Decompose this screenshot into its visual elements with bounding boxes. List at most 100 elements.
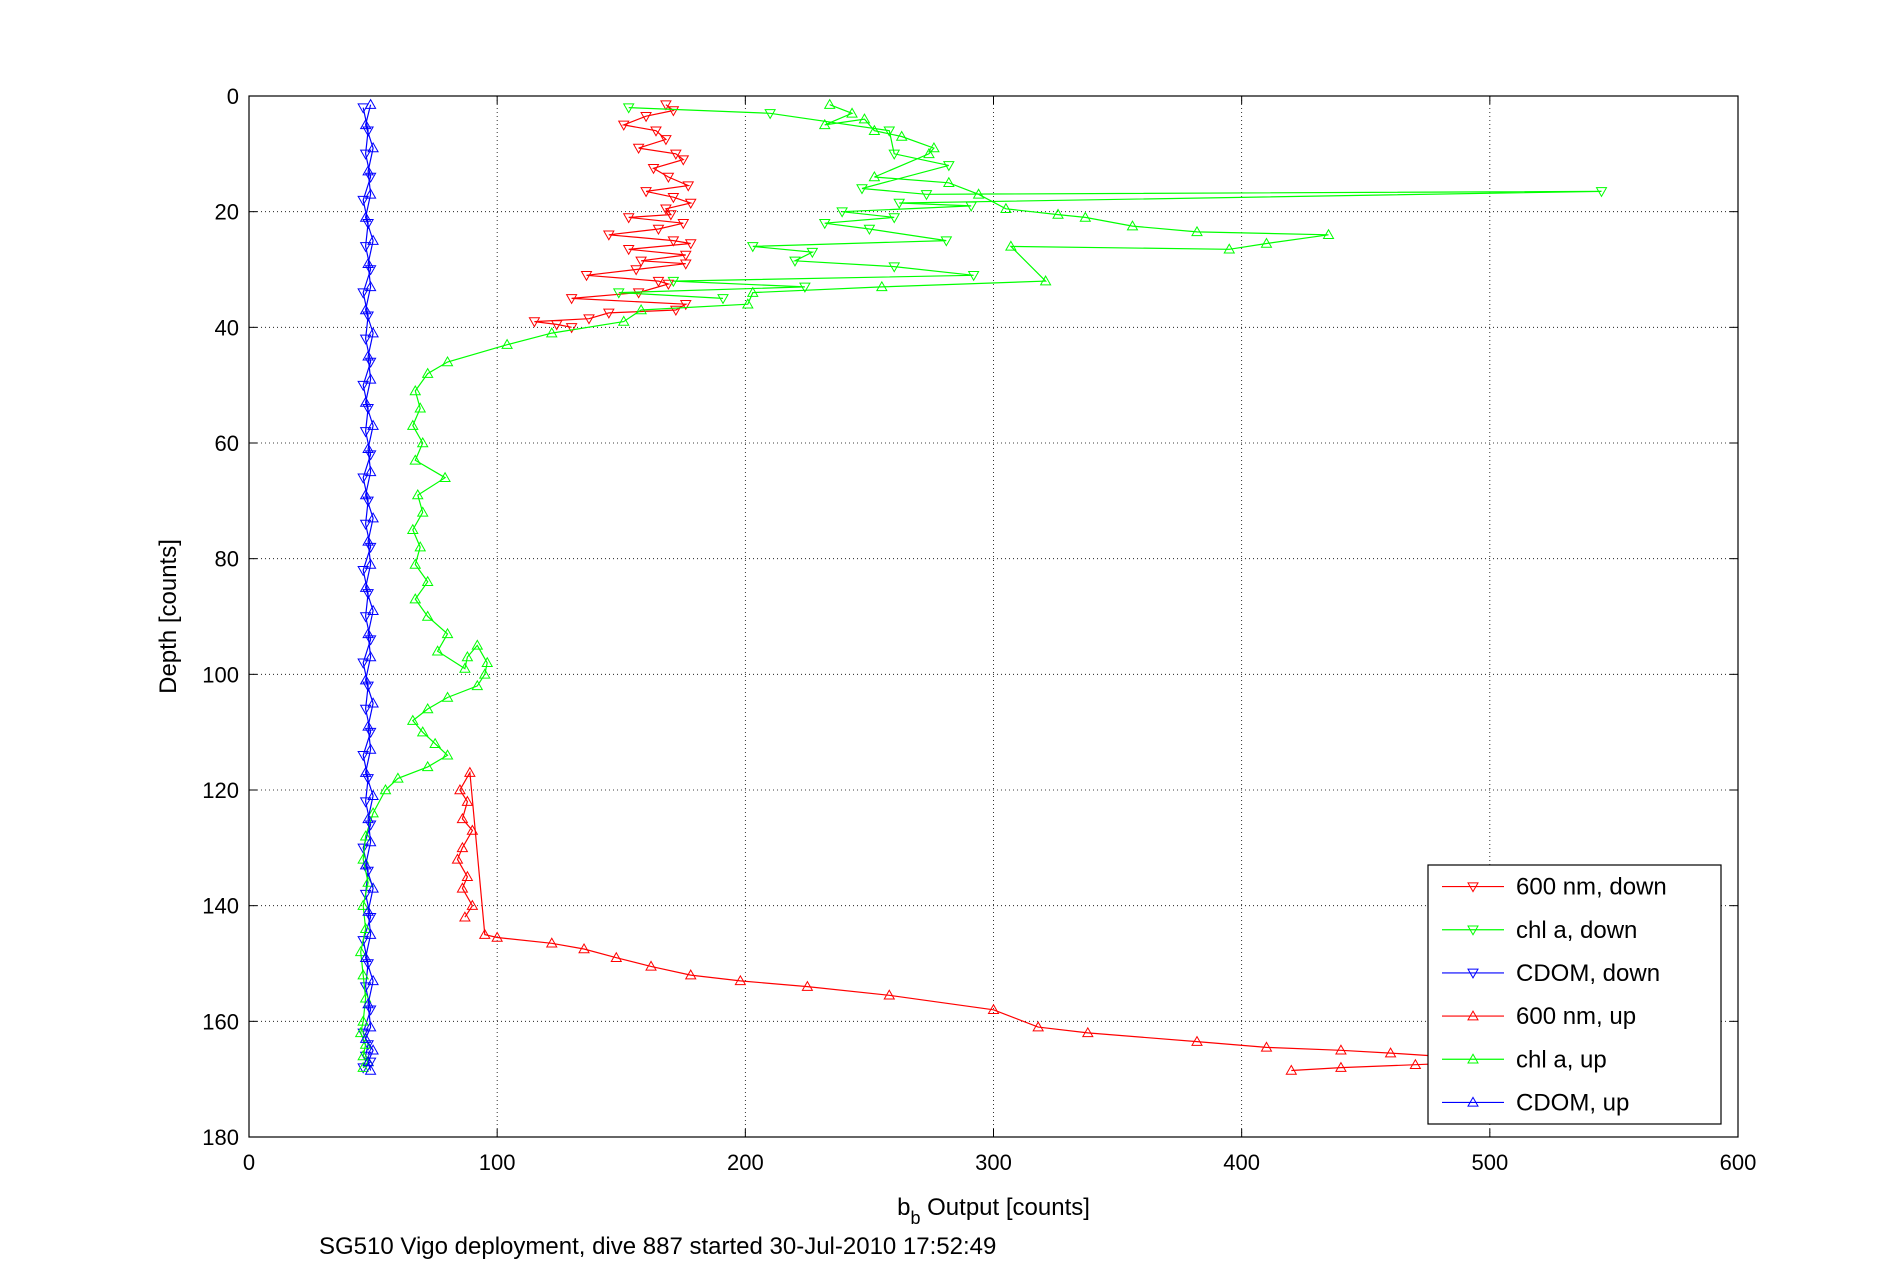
data-point <box>364 450 377 461</box>
data-point <box>439 471 451 482</box>
data-point <box>684 239 697 250</box>
data-point <box>481 656 494 668</box>
data-point <box>764 109 777 120</box>
data-point <box>801 980 814 991</box>
data-point <box>1032 1021 1045 1032</box>
data-point <box>406 714 419 725</box>
data-point <box>645 960 657 971</box>
x-tick-label: 300 <box>975 1150 1012 1175</box>
data-point <box>357 1063 370 1074</box>
data-point <box>364 265 377 276</box>
data-point <box>359 1038 372 1049</box>
legend-item: 600 nm, down <box>1442 874 1667 901</box>
data-point <box>364 1021 377 1032</box>
data-point <box>635 303 647 315</box>
data-point <box>856 184 868 195</box>
data-point <box>888 213 901 224</box>
data-point <box>578 943 590 954</box>
data-point <box>466 824 479 835</box>
series-line <box>364 104 374 1071</box>
data-point <box>364 836 377 847</box>
x-axis-label-subscript: b <box>910 1208 920 1228</box>
data-point <box>1079 211 1092 222</box>
data-point <box>622 103 635 114</box>
data-point <box>682 181 695 192</box>
data-point <box>987 1003 1000 1015</box>
data-point <box>893 198 906 209</box>
data-point <box>362 535 374 546</box>
legend-swatch-marker <box>1467 1096 1479 1107</box>
data-point <box>359 242 372 253</box>
data-point <box>359 704 372 716</box>
data-point <box>364 357 377 369</box>
data-point <box>357 1050 370 1061</box>
data-point <box>640 187 652 198</box>
data-point <box>364 465 377 477</box>
data-point <box>362 959 374 970</box>
data-point <box>667 236 680 247</box>
data-point <box>580 271 593 282</box>
data-point <box>429 737 441 748</box>
data-point <box>357 899 370 910</box>
data-point <box>622 213 635 224</box>
data-point <box>478 928 491 939</box>
data-point <box>354 945 367 957</box>
legend-label: chl a, down <box>1516 917 1637 944</box>
data-point <box>364 558 377 569</box>
data-point <box>868 170 881 182</box>
data-point <box>456 841 469 853</box>
data-point <box>414 402 427 413</box>
data-point <box>602 308 615 319</box>
data-point <box>416 726 429 737</box>
data-point <box>441 749 454 760</box>
series-line <box>534 104 693 328</box>
data-point <box>367 234 379 245</box>
data-point <box>359 303 372 315</box>
data-point <box>942 161 955 172</box>
data-point <box>362 442 374 454</box>
data-point <box>471 679 484 691</box>
data-point <box>364 373 377 384</box>
data-point <box>630 265 643 276</box>
data-point <box>367 604 379 615</box>
data-point <box>364 542 377 554</box>
data-point <box>888 262 901 273</box>
legend-item: CDOM, up <box>1442 1089 1629 1116</box>
legend-item: chl a, down <box>1442 917 1637 944</box>
data-point <box>406 523 419 534</box>
data-point <box>650 126 662 137</box>
data-point <box>359 396 372 407</box>
data-point <box>652 224 665 236</box>
data-point <box>660 100 672 111</box>
data-point <box>359 674 372 685</box>
caption: SG510 Vigo deployment, dive 887 started … <box>319 1233 996 1260</box>
data-point <box>362 720 374 731</box>
data-point <box>823 98 836 109</box>
data-point <box>875 280 888 292</box>
data-point <box>359 982 372 993</box>
data-point <box>1595 187 1608 198</box>
data-point <box>741 298 754 309</box>
data-point <box>364 98 377 109</box>
data-point <box>359 859 372 870</box>
data-point <box>667 106 680 117</box>
data-point <box>362 774 374 785</box>
y-tick-label: 20 <box>215 200 239 225</box>
data-point <box>1005 240 1017 251</box>
legend-item: 600 nm, up <box>1442 1003 1636 1030</box>
series <box>354 98 1608 1075</box>
y-tick-label: 60 <box>215 431 239 456</box>
legend-swatch-marker <box>1467 925 1479 936</box>
data-point <box>362 997 374 1009</box>
data-point <box>362 496 374 507</box>
data-point <box>846 107 858 118</box>
data-point <box>464 766 476 777</box>
data-point <box>1000 202 1012 214</box>
data-point <box>359 830 372 841</box>
data-point <box>665 210 677 221</box>
data-point <box>364 1005 377 1016</box>
legend-swatch-marker <box>1467 882 1479 893</box>
data-point <box>863 224 876 236</box>
data-point <box>362 905 374 916</box>
